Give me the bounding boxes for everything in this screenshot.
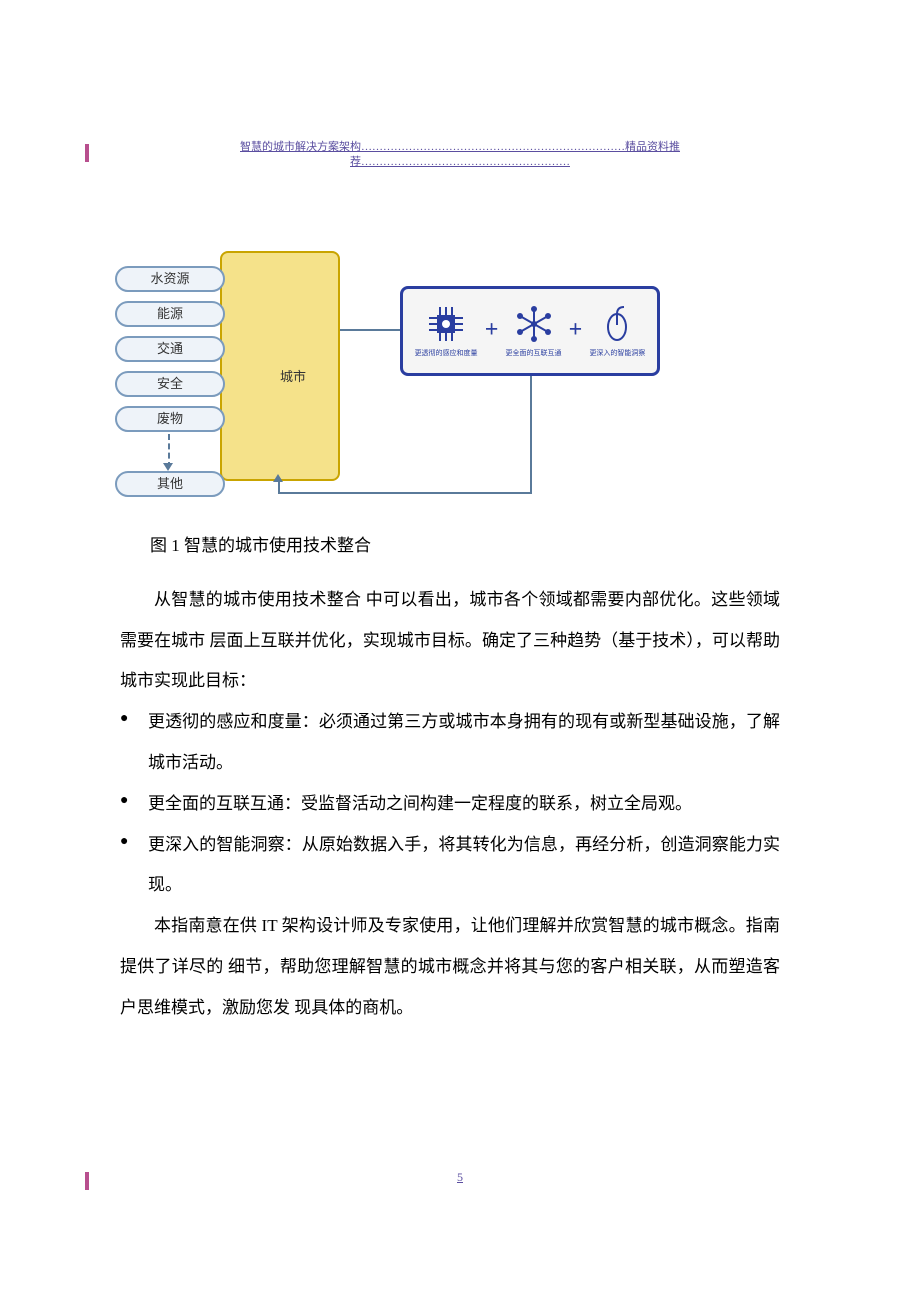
pill-energy: 能源 [115, 301, 225, 327]
tech-item-sense: 更透彻的感应和度量 [415, 304, 478, 358]
pill-safety: 安全 [115, 371, 225, 397]
page-number: 5 [0, 1170, 920, 1185]
pill-other: 其他 [115, 471, 225, 497]
figure-caption: 图 1 智慧的城市使用技术整合 [150, 531, 830, 556]
connector-up [278, 481, 280, 494]
pill-transit: 交通 [115, 336, 225, 362]
figure-1-diagram: 城市 水资源 能源 交通 安全 废物 其他 [110, 211, 670, 501]
mouse-icon [597, 304, 637, 344]
plus-icon: + [485, 317, 499, 344]
bullet-item: 更深入的智能洞察：从原始数据入手，将其转化为信息，再经分析，创造洞察能力实现。 [120, 825, 780, 907]
dashed-arrow-head [163, 463, 173, 471]
tech-item-insight: 更深入的智能洞察 [589, 304, 645, 358]
paragraph-2: 本指南意在供 IT 架构设计师及专家使用，让他们理解并欣赏智慧的城市概念。指南提… [120, 906, 780, 1028]
network-icon [514, 304, 554, 344]
bullet-list: 更透彻的感应和度量：必须通过第三方或城市本身拥有的现有或新型基础设施，了解城市活… [120, 702, 780, 906]
chip-icon [426, 304, 466, 344]
connector-city-tech [340, 329, 400, 331]
margin-marker-top [85, 144, 89, 162]
tech-item-interconnect: 更全面的互联互通 [506, 304, 562, 358]
bullet-item: 更全面的互联互通：受监督活动之间构建一定程度的联系，树立全局观。 [120, 784, 780, 825]
running-header: 智慧的城市解决方案架构………………………………………………………………精品资料推… [190, 140, 730, 171]
connector-down [530, 376, 532, 494]
pill-water: 水资源 [115, 266, 225, 292]
tech-label-insight: 更深入的智能洞察 [589, 348, 645, 358]
tech-label-sense: 更透彻的感应和度量 [415, 348, 478, 358]
page-content: 智慧的城市解决方案架构………………………………………………………………精品资料推… [90, 140, 830, 1029]
paragraph-1: 从智慧的城市使用技术整合 中可以看出，城市各个领域都需要内部优化。这些领域需要在… [120, 580, 780, 702]
city-label: 城市 [280, 366, 306, 385]
connector-arrowhead [273, 474, 283, 482]
connector-back [278, 492, 532, 494]
tech-label-interconnect: 更全面的互联互通 [506, 348, 562, 358]
pill-waste: 废物 [115, 406, 225, 432]
bullet-item: 更透彻的感应和度量：必须通过第三方或城市本身拥有的现有或新型基础设施，了解城市活… [120, 702, 780, 784]
tech-box: 更透彻的感应和度量 + [400, 286, 660, 376]
plus-icon: + [569, 317, 583, 344]
